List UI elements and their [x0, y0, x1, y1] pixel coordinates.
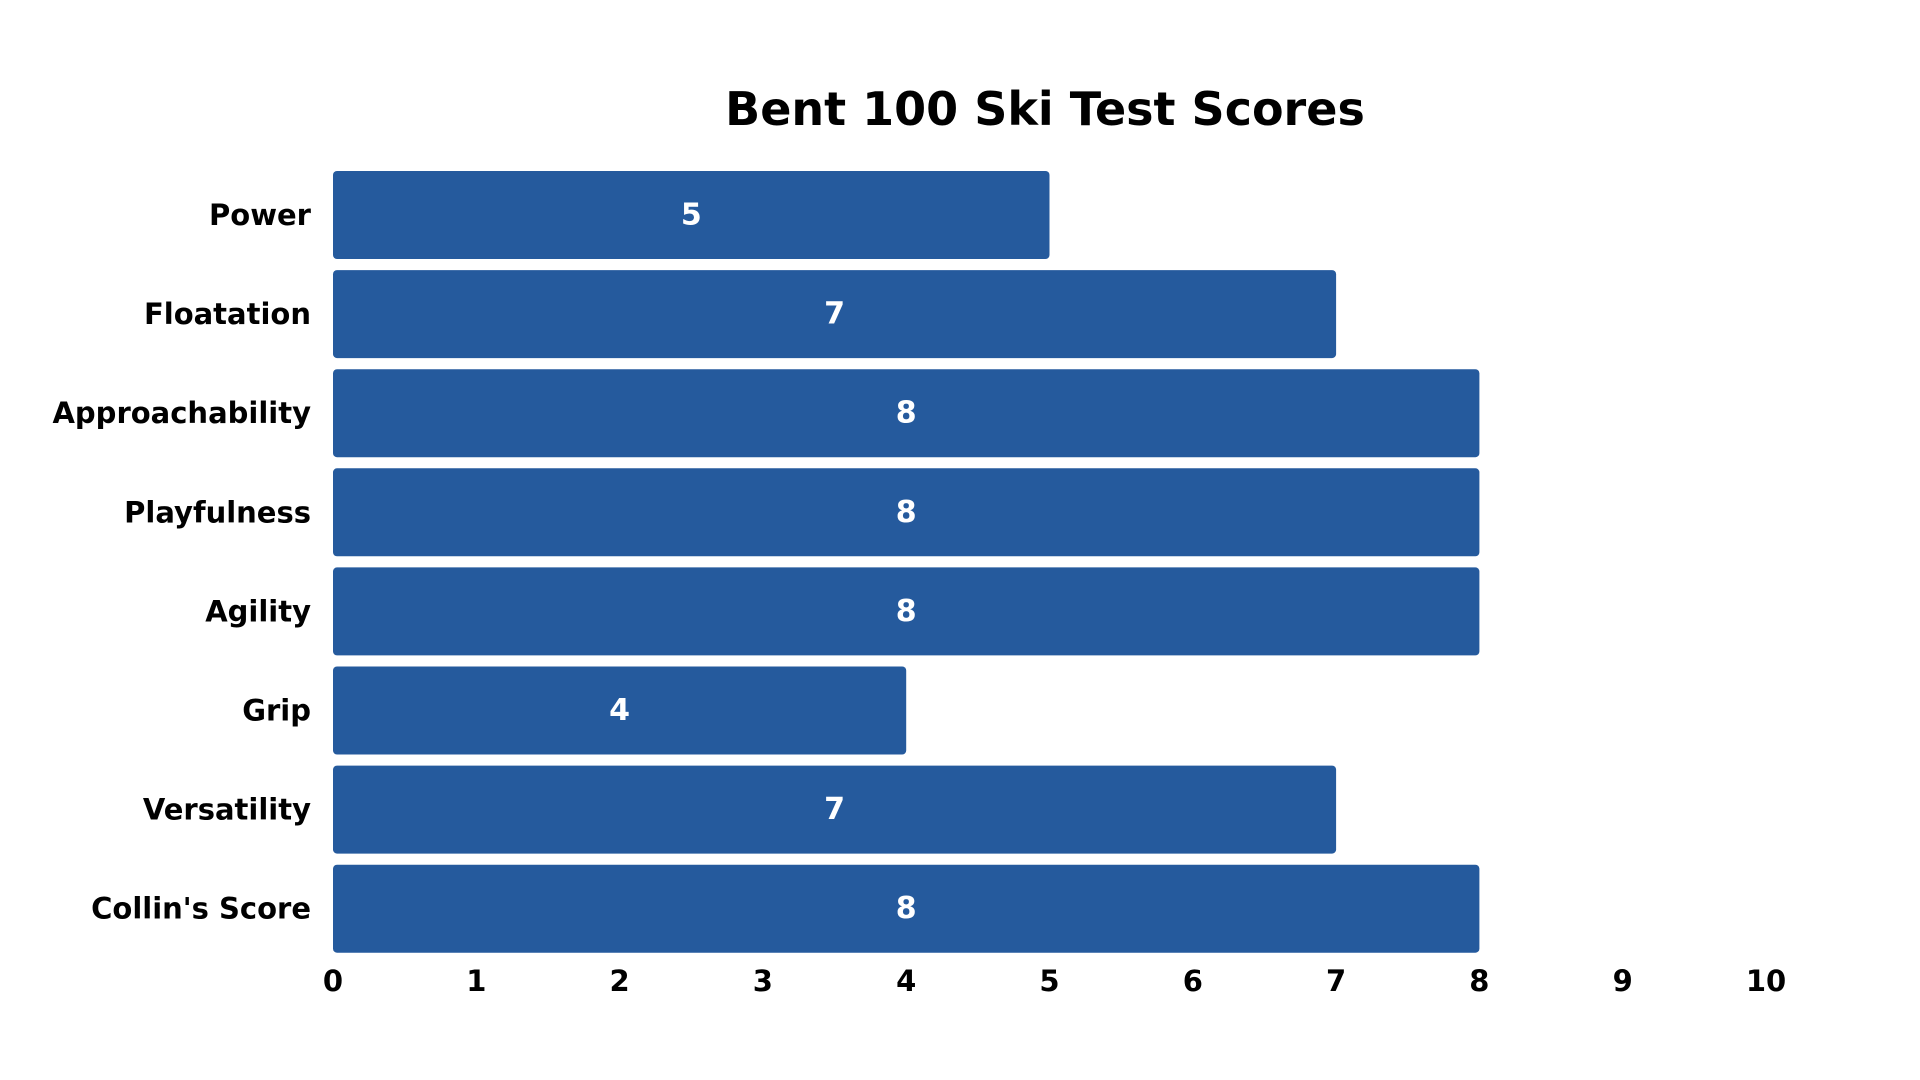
x-tick-label-3: 3: [753, 964, 773, 998]
value-label-playfulness: 8: [896, 495, 917, 530]
x-tick-label-6: 6: [1183, 964, 1203, 998]
bar-playfulness: [333, 468, 1480, 557]
x-tick-label-2: 2: [610, 964, 630, 998]
bar-grip: [333, 666, 907, 755]
x-tick-label-7: 7: [1326, 964, 1346, 998]
value-label-grip: 4: [609, 693, 630, 728]
category-label-floatation: Floatation: [144, 297, 311, 331]
bar-agility: [333, 567, 1480, 656]
bar-floatation: [333, 270, 1337, 359]
bar-approachability: [333, 369, 1480, 458]
value-label-collin-s-score: 8: [896, 891, 917, 926]
category-label-power: Power: [209, 198, 312, 232]
category-labels-group: Power Floatation Approachability Playfulnes…: [52, 198, 311, 926]
value-labels-group: 5 7 8 8 8 4 7 8: [609, 198, 916, 927]
value-label-versatility: 7: [824, 792, 845, 827]
x-axis-ticks-group: 0 1 2 3 4 5 6 7 8 9 10: [323, 964, 1786, 998]
x-tick-label-5: 5: [1039, 964, 1059, 998]
bars-group: [333, 171, 1480, 953]
value-label-agility: 8: [896, 594, 917, 629]
bar-collin-s-score: [333, 864, 1480, 953]
value-label-approachability: 8: [896, 396, 917, 431]
x-tick-label-10: 10: [1746, 964, 1786, 998]
x-tick-label-8: 8: [1469, 964, 1489, 998]
bar-versatility: [333, 765, 1337, 854]
x-tick-label-1: 1: [466, 964, 486, 998]
x-tick-label-4: 4: [896, 964, 916, 998]
category-label-approachability: Approachability: [52, 396, 311, 430]
category-label-grip: Grip: [242, 694, 311, 728]
chart-title: Bent 100 Ski Test Scores: [725, 82, 1365, 136]
category-label-playfulness: Playfulness: [124, 495, 311, 529]
category-label-versatility: Versatility: [143, 793, 311, 827]
value-label-power: 5: [681, 198, 702, 233]
bar-power: [333, 171, 1050, 259]
category-label-collin-s-score: Collin's Score: [91, 892, 311, 926]
value-label-floatation: 7: [824, 297, 845, 332]
category-label-agility: Agility: [205, 594, 311, 628]
x-tick-label-9: 9: [1613, 964, 1633, 998]
x-tick-label-0: 0: [323, 964, 343, 998]
